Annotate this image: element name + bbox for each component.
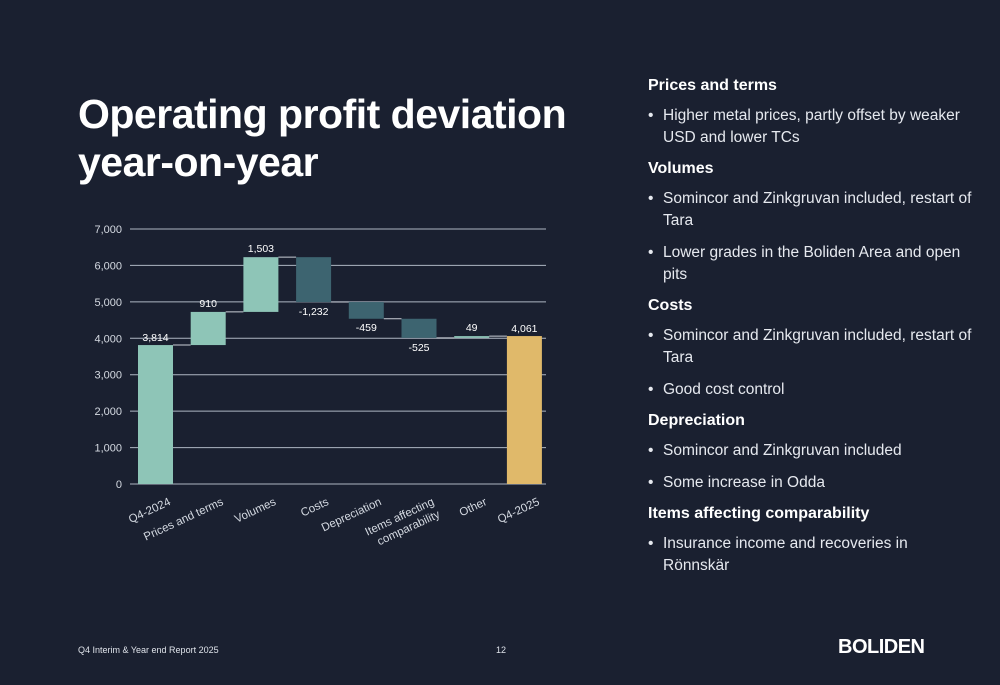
data-label: -1,232	[299, 306, 329, 318]
note-bullet: Higher metal prices, partly offset by we…	[648, 105, 978, 149]
data-label: 4,061	[511, 323, 537, 335]
bar-q4-2025	[506, 336, 542, 484]
data-label: -459	[356, 322, 377, 334]
note-heading: Prices and terms	[648, 77, 777, 94]
bar-costs	[296, 257, 332, 303]
x-category-label-line: Q4-2025	[496, 496, 542, 526]
note-heading: Costs	[648, 297, 693, 314]
note-bullet: Somincor and Zinkgruvan included	[648, 440, 978, 462]
slide-title: Operating profit deviation year-on-year	[78, 90, 578, 186]
note-heading: Volumes	[648, 160, 714, 177]
data-label: 3,814	[142, 332, 168, 344]
slide-title-line-2: year-on-year	[78, 139, 319, 185]
bar-other	[454, 336, 490, 338]
y-tick-label: 1,000	[94, 443, 122, 455]
note-heading: Items affecting comparability	[648, 505, 870, 522]
bar-items-affecting-comparability	[401, 318, 437, 338]
note-heading: Depreciation	[648, 412, 745, 429]
data-label: 910	[199, 298, 217, 310]
bar-depreciation	[348, 302, 384, 319]
note-bullet: Somincor and Zinkgruvan included, restar…	[648, 188, 978, 232]
page-number: 12	[496, 645, 507, 655]
notes-panel: Prices and terms Higher metal prices, pa…	[648, 76, 978, 587]
slide-title-line-1: Operating profit deviation	[78, 91, 567, 137]
grid-layer: 0 1,000 2,000 3,000 4,000 5,000 6,000 7,000	[94, 224, 546, 491]
note-bullet: Lower grades in the Boliden Area and ope…	[648, 242, 978, 286]
bar-prices-and-terms	[190, 311, 226, 346]
note-bullet: Some increase in Odda	[648, 472, 978, 494]
bar-layer	[138, 256, 542, 484]
data-label: 49	[466, 322, 478, 334]
footer-report-title: Q4 Interim & Year end Report 2025	[78, 645, 219, 655]
x-category-label: Costs	[299, 496, 331, 519]
x-category-label-line: Costs	[299, 496, 331, 519]
note-section-items-affecting-comparability: Items affecting comparability Insurance …	[648, 504, 978, 577]
data-label: 1,503	[248, 243, 274, 255]
note-bullet: Insurance income and recoveries in Rönns…	[648, 533, 978, 577]
note-bullet: Somincor and Zinkgruvan included, restar…	[648, 325, 978, 369]
note-section-volumes: Volumes Somincor and Zinkgruvan included…	[648, 159, 978, 286]
boliden-logo: BOLIDEN	[838, 636, 925, 658]
waterfall-chart: 0 1,000 2,000 3,000 4,000 5,000 6,000 7,000 3,8…	[94, 224, 546, 548]
y-tick-label: 3,000	[94, 370, 122, 382]
y-tick-label: 0	[116, 479, 122, 491]
note-section-prices-and-terms: Prices and terms Higher metal prices, pa…	[648, 76, 978, 149]
bar-q4-2024	[138, 345, 173, 484]
y-tick-label: 6,000	[94, 260, 122, 272]
y-tick-label: 4,000	[94, 333, 122, 345]
x-category-label: Other	[458, 496, 489, 519]
y-tick-label: 7,000	[94, 224, 122, 236]
note-section-depreciation: Depreciation Somincor and Zinkgruvan inc…	[648, 411, 978, 494]
bar-volumes	[243, 257, 279, 312]
x-category-label: Q4-2025	[496, 496, 542, 526]
y-tick-label: 2,000	[94, 406, 122, 418]
x-category-label-line: Volumes	[233, 496, 278, 526]
note-section-costs: Costs Somincor and Zinkgruvan included, …	[648, 296, 978, 401]
x-category-label: Volumes	[233, 496, 278, 526]
y-tick-label: 5,000	[94, 297, 122, 309]
note-bullet: Good cost control	[648, 379, 978, 401]
data-label: -525	[408, 342, 429, 354]
x-category-label-line: Other	[458, 496, 489, 519]
